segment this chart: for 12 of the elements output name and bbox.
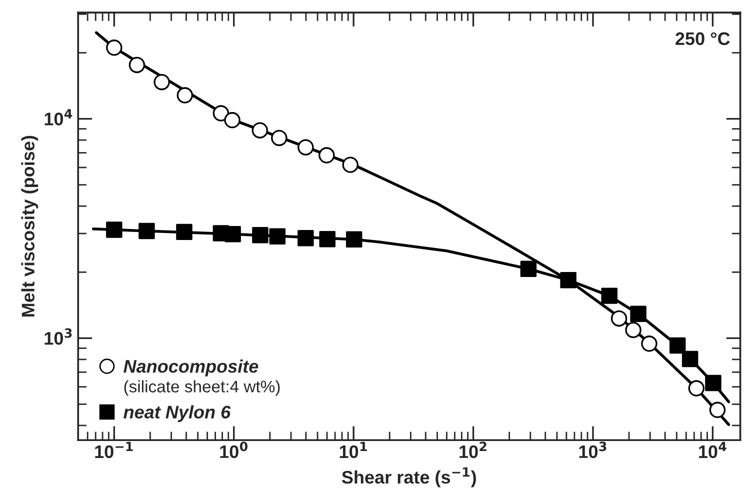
x-axis-title: Shear rate (s$^{−1}$) bbox=[342, 467, 476, 488]
x-tick-label: 10$^{3}$ bbox=[579, 442, 606, 458]
x-tick-label: 10$^{1}$ bbox=[340, 442, 367, 458]
annotation: (silicate sheet:4 wt%) bbox=[124, 380, 280, 396]
x-tick-label: 10$^{−1}$ bbox=[95, 442, 133, 458]
x-tick-label: 10$^{0}$ bbox=[220, 442, 248, 458]
legend-label: Nanocomposite bbox=[124, 360, 258, 376]
y-axis-title: Melt viscosity (poise) bbox=[21, 136, 38, 316]
legend-label: neat Nylon 6 bbox=[124, 405, 231, 422]
x-tick-label: 10$^{2}$ bbox=[460, 442, 486, 458]
x-tick-label: 10$^{4}$ bbox=[699, 442, 726, 458]
annotation: 250 °C bbox=[676, 32, 730, 46]
